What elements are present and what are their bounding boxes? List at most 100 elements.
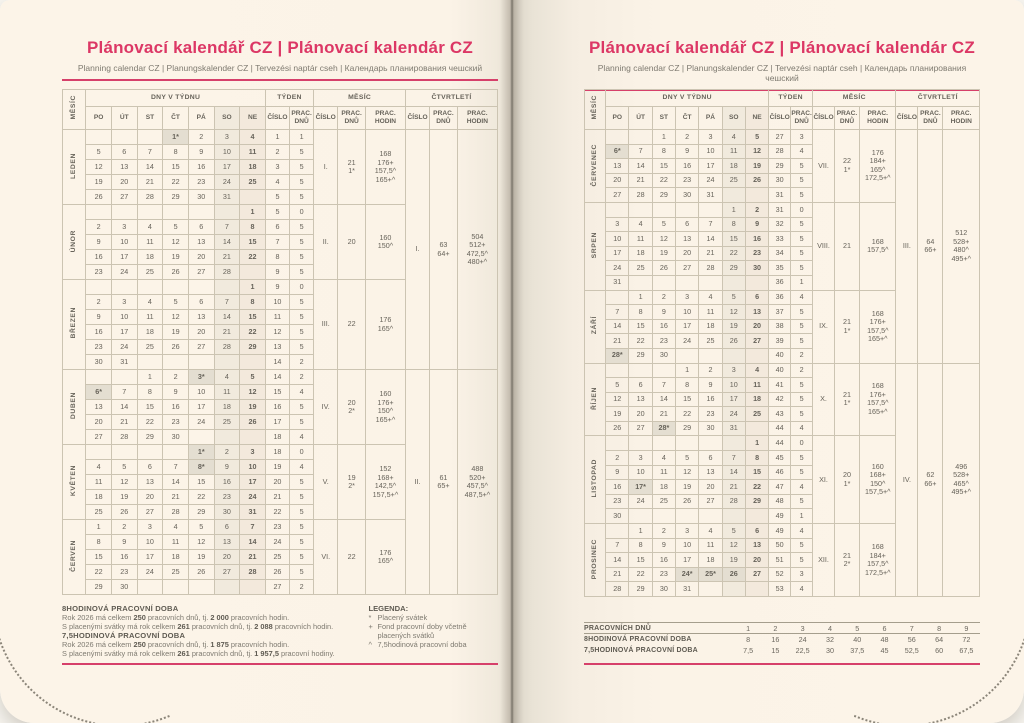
day-cell: 6 [628,377,653,393]
month-number-cell: VIII. [812,201,835,291]
mini-cell: 37,5 [850,645,865,655]
mini-cell: 7,5 [743,645,754,655]
day-cell: 12 [651,231,677,247]
day-cell: 15 [628,318,653,335]
day-cell: 15 [239,234,266,250]
day-cell: 16 [162,399,189,415]
day-cell: 22 [721,245,746,262]
day-cell: 2 [651,289,677,306]
quarter-workhours-cell: 488 520+ 457,5^ 487,5+^ [456,369,499,595]
day-cell: 4 [85,459,112,475]
month-workdays-cell: 21 [833,201,861,291]
table-row: 4 5 6 7 8* 9 10 19 4 [63,459,498,475]
day-cell: 28 [213,264,241,280]
day-cell: 25 [213,414,241,430]
table-row: 24 25 26 27 28 29 30 35 5 [585,260,980,276]
day-cell: 22 [136,414,164,430]
day-cell: 29 [162,189,189,205]
page-title: Plánovací kalendář CZ | Plánovací kalend… [86,38,473,57]
day-cell [698,274,723,291]
header-month-group: MĚSÍC [313,89,406,107]
day-cell: 5 [162,294,189,310]
day-cell [675,274,700,291]
legend-symbol: * [368,613,372,622]
month-number-cell: XI. [812,435,835,525]
day-name-header: PO [85,106,112,130]
week-workdays-cell: 5 [790,552,814,568]
day-cell: 3 [136,519,164,535]
week-number-cell: 11 [264,309,291,325]
month-workdays-cell: 22 [337,519,366,595]
legend-text: Placený svátek [377,613,428,622]
divider-rule [584,662,980,665]
day-cell: 7 [651,377,677,393]
day-cell: 12 [239,384,266,400]
month-workdays-cell: 21 1* [833,289,861,364]
day-cell: 4 [136,219,164,235]
day-cell: 15 [675,391,700,408]
day-cell [187,579,215,595]
col-header: PRAC. DNŮ [289,106,315,130]
table-row: 7 8 9 10 11 12 13 50 5 [585,537,980,554]
day-cell: 10 [110,234,138,250]
day-cell: 13 [628,391,653,408]
day-cell: 15 [721,231,746,247]
day-cell: 10 [675,304,700,320]
header-month-col: MĚSÍC [583,89,607,130]
week-workdays-cell: 5 [289,474,315,490]
week-workdays-cell: 4 [790,581,814,597]
table-row: LEDEN 1* 2 3 4 1 1 I. 21 1* 168 176+ 157,5^ 165+^ I. 63… [61,129,499,370]
day-cell: 23 [605,493,630,510]
table-row: 28 29 30 31 53 4 [585,581,980,597]
mini-cell: 1 [734,622,762,634]
day-cell [675,508,700,525]
day-cell: 5 [239,369,266,385]
month-workdays-cell: 22 [337,279,366,370]
week-number-cell: 44 [768,435,792,452]
day-cell: 13 [698,464,723,481]
week-number-cell: 46 [768,464,792,481]
week-workdays-cell: 5 [790,377,814,393]
day-cell: 9 [605,464,630,481]
day-cell: 8 [675,377,700,393]
day-cell: 1* [187,444,215,460]
week-number-cell: 9 [264,264,291,280]
day-cell: 19 [162,324,189,340]
day-cell: 19 [651,245,677,262]
footer-notes: 8HODINOVÁ PRACOVNÍ DOBA Rok 2026 má celk… [62,604,498,665]
week-workdays-cell: 0 [790,201,814,218]
mini-cell: 30 [825,645,834,655]
day-cell: 14 [721,464,746,481]
quarter-number-cell: III. [895,129,919,364]
day-cell: 7 [136,144,164,160]
day-cell: 23 [187,174,215,190]
day-cell: 11 [744,377,770,393]
day-cell [744,274,770,291]
day-cell: 27 [110,189,138,205]
day-cell: 9 [162,384,189,400]
day-cell: 31 [213,189,241,205]
page-subtitle: Planning calendar CZ | Planungskalender … [597,63,967,83]
day-cell: 12 [744,143,770,160]
table-row: 28* 29 30 40 2 [585,347,980,364]
day-cell: 8 [162,144,189,160]
table-row: 16 17 18 19 20 21 22 8 5 [63,249,498,265]
day-cell: 5 [675,450,700,466]
week-workdays-cell: 2 [790,362,814,379]
month-workhours-cell: 160 150^ [364,204,407,280]
day-cell: 29 [239,339,266,355]
week-number-cell: 14 [264,354,291,370]
week-number-cell: 17 [264,414,291,430]
table-row: ZÁŘÍ 1 2 3 4 5 6 36 4 IX. 21 1* 168 176+ 157,5^ 165+^ [583,289,980,364]
week-number-cell: 13 [264,339,291,355]
day-cell: 5 [605,377,630,393]
day-cell: 27 [698,493,723,510]
day-cell: 4 [628,216,653,233]
day-cell [162,354,189,370]
day-cell: 31 [110,354,138,370]
month-number-cell: VII. [812,129,835,203]
table-row: 12 13 14 15 16 17 18 42 5 [585,391,980,408]
quarter-workhours-cell: 496 528+ 465^ 495+^ [942,362,980,597]
day-cell: 24* [675,566,700,583]
week-number-cell: 16 [264,399,291,415]
